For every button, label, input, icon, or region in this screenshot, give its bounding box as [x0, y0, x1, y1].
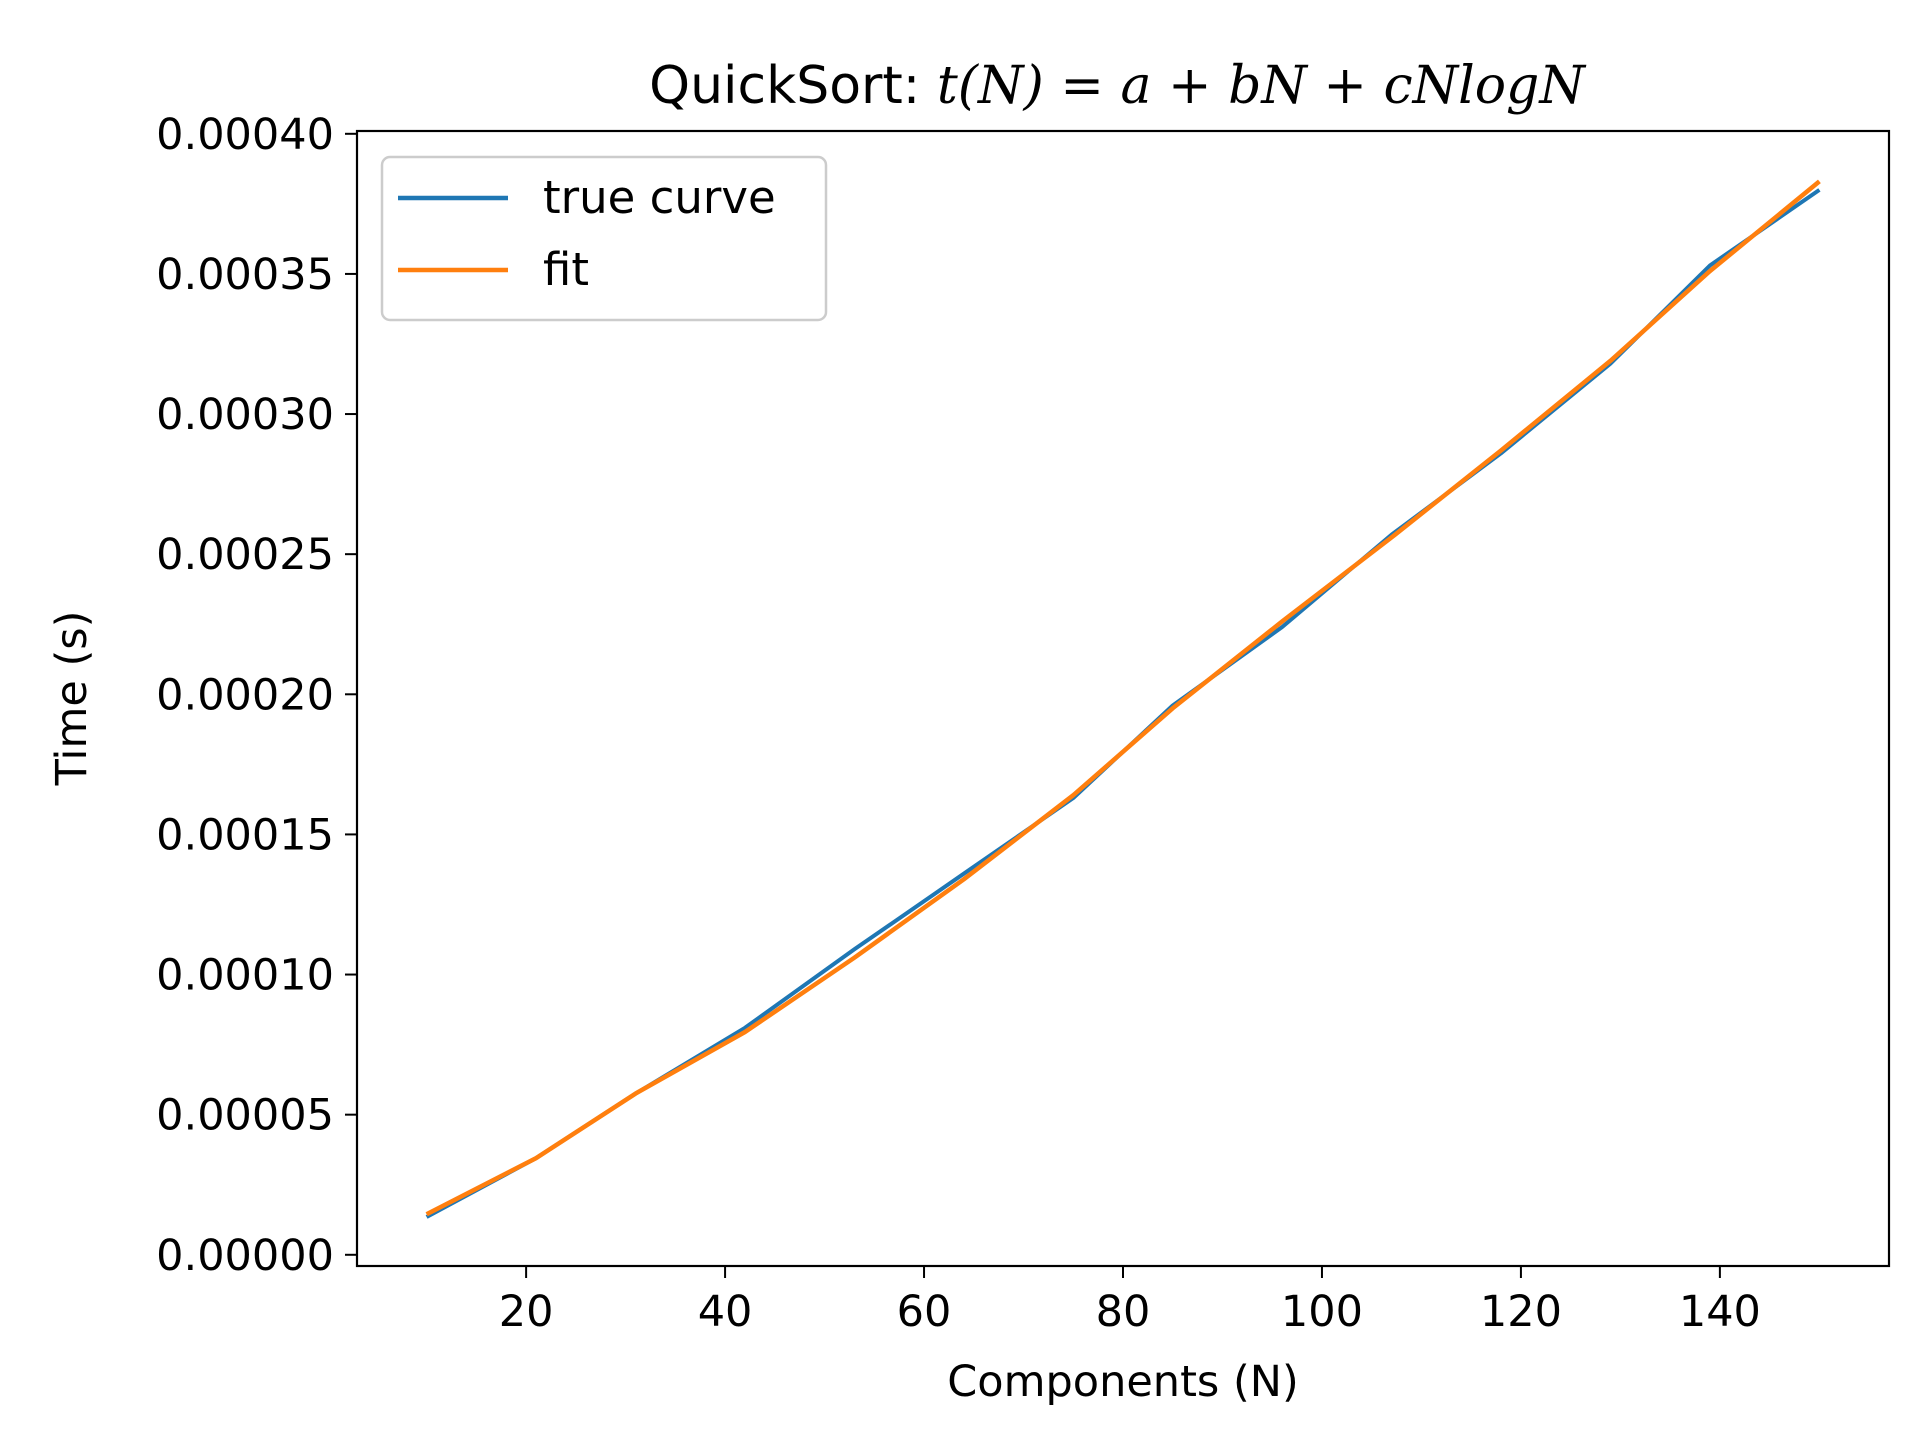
chart-title-prefix: QuickSort: — [649, 56, 937, 116]
series-line-fit — [425, 179, 1821, 1217]
legend-label-fit: fit — [543, 243, 589, 296]
chart-title: QuickSort: t(N) = a + bN + cNlogN — [649, 56, 1586, 116]
y-tick-label: 0.00015 — [156, 810, 334, 860]
series-lines — [425, 179, 1821, 1219]
y-tick-label: 0.00040 — [156, 110, 334, 160]
y-tick-label: 0.00035 — [156, 250, 334, 300]
x-axis-ticks: 20 40 60 80 100 120 140 — [499, 1266, 1761, 1337]
x-tick-label: 100 — [1281, 1287, 1363, 1337]
y-axis-label: Time (s) — [47, 611, 97, 787]
x-tick-label: 60 — [897, 1287, 952, 1337]
x-tick-label: 40 — [698, 1287, 753, 1337]
legend: true curve fit — [380, 155, 828, 322]
chart-title-formula: t(N) = a + bN + cNlogN — [937, 56, 1586, 116]
x-tick-label: 20 — [499, 1287, 554, 1337]
y-tick-label: 0.00030 — [156, 390, 334, 440]
x-axis-label: Components (N) — [947, 1357, 1298, 1407]
y-tick-label: 0.00020 — [156, 670, 334, 720]
x-tick-label: 120 — [1480, 1287, 1562, 1337]
legend-label-true-curve: true curve — [543, 171, 776, 224]
y-tick-label: 0.00010 — [156, 951, 334, 1001]
x-tick-label: 80 — [1096, 1287, 1151, 1337]
y-tick-label: 0.00025 — [156, 530, 334, 580]
x-tick-label: 140 — [1679, 1287, 1761, 1337]
y-axis-ticks: 0.00000 0.00005 0.00010 0.00015 0.00020 0.000… — [156, 110, 357, 1281]
y-tick-label: 0.00000 — [156, 1231, 334, 1281]
y-tick-label: 0.00005 — [156, 1091, 334, 1141]
